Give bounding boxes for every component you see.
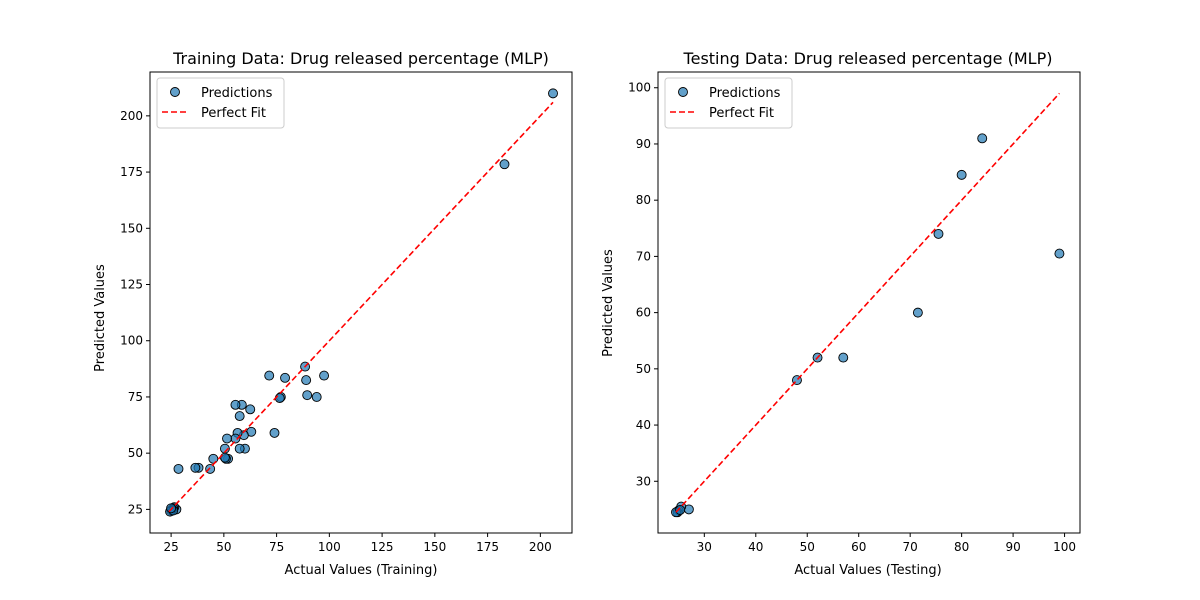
training-x-tick-label: 25 [163, 540, 178, 554]
testing-y-tick-label: 70 [636, 249, 651, 263]
training-chart: Training Data: Drug released percentage … [93, 49, 573, 578]
training-prediction-point [302, 390, 313, 401]
testing-x-tick-label: 90 [1005, 540, 1020, 554]
training-prediction-point [230, 399, 241, 410]
training-legend-predictions-marker [170, 87, 180, 97]
training-y-tick-label: 175 [120, 165, 143, 179]
testing-perfect-fit-line [675, 92, 1061, 513]
testing-x-tick-label: 50 [800, 540, 815, 554]
training-prediction-point [548, 88, 558, 99]
training-prediction-point [280, 372, 290, 383]
training-prediction-point [269, 427, 280, 438]
training-prediction-point [301, 375, 312, 386]
training-prediction-point [245, 404, 256, 415]
training-prediction-point [499, 159, 510, 170]
testing-chart: Testing Data: Drug released percentage (… [601, 49, 1081, 578]
testing-prediction-point [956, 169, 967, 180]
testing-prediction-point [933, 228, 944, 239]
training-x-tick-label: 75 [269, 540, 284, 554]
testing-y-axis-label: Predicted Values [601, 249, 616, 357]
testing-x-tick-label: 40 [748, 540, 763, 554]
testing-prediction-point [912, 307, 923, 318]
testing-prediction-point [838, 352, 849, 363]
training-y-axis-label: Predicted Values [93, 264, 108, 372]
training-y-tick-label: 100 [120, 334, 143, 348]
training-prediction-point [264, 370, 275, 381]
training-prediction-point [234, 411, 245, 422]
training-legend [156, 77, 285, 129]
testing-x-tick-label: 80 [954, 540, 969, 554]
testing-y-tick-label: 30 [636, 474, 651, 488]
training-prediction-point [173, 463, 184, 474]
training-y-tick-label: 150 [120, 221, 143, 235]
training-plot-frame [149, 71, 573, 534]
training-x-tick-label: 50 [216, 540, 231, 554]
training-x-tick-label: 100 [318, 540, 341, 554]
testing-y-tick-label: 50 [636, 362, 651, 376]
training-y-tick-label: 25 [128, 502, 143, 516]
testing-prediction-point [977, 133, 988, 144]
training-prediction-point [222, 433, 232, 444]
training-y-tick-label: 50 [128, 446, 143, 460]
training-x-tick-label: 175 [476, 540, 499, 554]
testing-x-tick-label: 60 [851, 540, 866, 554]
testing-legend-perfect-fit-label: Perfect Fit [709, 106, 774, 121]
training-prediction-point [311, 391, 322, 402]
testing-y-tick-label: 40 [636, 418, 651, 432]
testing-y-tick-label: 60 [636, 306, 651, 320]
training-prediction-point [234, 443, 245, 454]
testing-x-tick-label: 30 [697, 540, 712, 554]
training-prediction-point [319, 370, 330, 381]
training-legend-perfect-fit-label: Perfect Fit [201, 106, 266, 121]
training-x-tick-label: 150 [423, 540, 446, 554]
training-prediction-point [190, 462, 201, 473]
testing-prediction-point [1054, 248, 1065, 259]
testing-x-tick-label: 100 [1053, 540, 1076, 554]
testing-x-tick-label: 70 [903, 540, 918, 554]
testing-legend-predictions-label: Predictions [709, 86, 781, 101]
testing-y-tick-label: 100 [628, 81, 651, 95]
training-perfect-fit-line [168, 101, 554, 513]
training-x-tick-label: 125 [371, 540, 394, 554]
testing-x-axis-label: Actual Values (Testing) [794, 563, 941, 578]
training-chart-title: Training Data: Drug released percentage … [172, 49, 549, 68]
training-y-tick-label: 200 [120, 109, 143, 123]
testing-plot-frame [657, 71, 1081, 534]
testing-y-tick-label: 80 [636, 193, 651, 207]
training-legend-predictions-label: Predictions [201, 86, 273, 101]
testing-legend [664, 77, 793, 129]
testing-chart-title: Testing Data: Drug released percentage (… [683, 49, 1053, 68]
training-y-tick-label: 75 [128, 390, 143, 404]
training-x-axis-label: Actual Values (Training) [285, 563, 438, 578]
testing-legend-predictions-marker [678, 87, 688, 97]
training-y-tick-label: 125 [120, 278, 143, 292]
testing-y-tick-label: 90 [636, 137, 651, 151]
testing-prediction-point [675, 505, 686, 515]
training-x-tick-label: 200 [529, 540, 552, 554]
